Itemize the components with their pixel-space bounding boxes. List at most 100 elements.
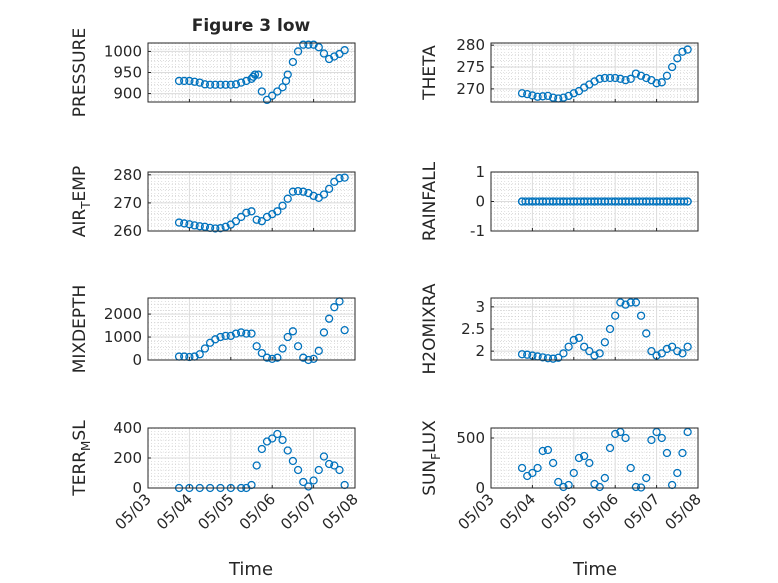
data-point	[319, 49, 329, 58]
data-point	[242, 329, 251, 338]
data-point	[226, 80, 235, 89]
data-point	[569, 335, 578, 345]
data-point	[528, 91, 537, 100]
data-point	[662, 448, 672, 458]
data-point	[180, 219, 189, 228]
data-point	[335, 174, 344, 183]
data-point	[304, 482, 313, 491]
data-point	[605, 73, 615, 83]
data-point	[574, 333, 584, 343]
data-point	[231, 80, 241, 89]
data-point	[221, 80, 230, 89]
data-point	[548, 93, 558, 102]
data-point	[678, 47, 687, 56]
data-point	[680, 197, 689, 206]
data-point	[216, 332, 225, 342]
data-point	[600, 73, 609, 83]
data-point	[304, 40, 313, 49]
data-point	[190, 221, 199, 230]
y-tick-label: 270	[456, 80, 485, 98]
data-point	[185, 220, 194, 229]
x-tick-label: 05/08	[319, 490, 362, 533]
data-point	[683, 197, 692, 206]
data-point	[205, 80, 215, 89]
data-point	[195, 222, 204, 231]
data-point	[538, 92, 547, 101]
data-points	[517, 45, 692, 103]
data-point	[626, 463, 635, 473]
y-tick-label: 200	[113, 449, 142, 467]
data-point	[268, 354, 277, 364]
data-point	[580, 451, 589, 461]
data-point	[673, 468, 682, 478]
data-point	[538, 353, 547, 362]
data-point	[200, 344, 210, 353]
y-tick-label: 270	[113, 194, 142, 212]
data-point	[611, 73, 620, 83]
axes-box	[147, 297, 356, 361]
data-point	[324, 184, 334, 194]
data-point	[299, 353, 308, 362]
data-point	[559, 93, 568, 102]
y-tick-label: -1	[470, 222, 485, 240]
y-axis-label: AIRTEMP	[70, 166, 93, 237]
data-point	[330, 461, 339, 470]
data-point	[657, 433, 666, 443]
x-tick-label: 05/08	[662, 490, 705, 533]
data-point	[254, 70, 263, 79]
data-point	[621, 75, 630, 85]
data-point	[631, 298, 641, 307]
data-point	[236, 328, 246, 337]
data-point	[200, 80, 210, 89]
plot-area	[148, 172, 355, 231]
y-tick-label: 280	[456, 36, 485, 54]
axes-box	[490, 427, 699, 489]
y-tick-label: 950	[113, 64, 142, 82]
figure-title: Figure 3 low	[192, 16, 311, 36]
y-tick-label: 260	[113, 222, 142, 240]
data-point	[268, 434, 277, 443]
data-point	[647, 435, 656, 445]
data-point	[585, 458, 594, 468]
data-point	[257, 217, 267, 226]
grid-lines	[490, 427, 699, 489]
data-point	[221, 222, 230, 231]
data-point	[523, 89, 532, 99]
data-point	[278, 344, 287, 353]
data-point	[273, 429, 282, 439]
data-point	[554, 353, 563, 362]
data-point	[652, 79, 661, 88]
data-point	[309, 476, 318, 485]
data-point	[293, 186, 303, 196]
data-point	[299, 40, 308, 49]
data-point	[278, 435, 287, 445]
data-point	[211, 335, 220, 344]
data-point	[559, 349, 568, 358]
data-points	[174, 173, 349, 233]
y-tick-label: 400	[113, 419, 142, 437]
data-point	[673, 346, 682, 356]
data-point	[626, 74, 635, 83]
data-point	[636, 311, 646, 320]
data-point	[257, 348, 267, 358]
data-point	[533, 463, 542, 473]
data-point	[195, 78, 204, 87]
data-point	[299, 477, 308, 487]
data-points	[517, 197, 692, 206]
data-point	[605, 324, 615, 334]
data-point	[324, 459, 334, 469]
x-tick-label: 05/06	[579, 490, 622, 533]
data-point	[200, 222, 210, 231]
data-point	[257, 444, 267, 454]
data-point	[257, 87, 267, 96]
subplot-air-t-emp: 280 270 260 AIRTEMP	[70, 166, 356, 240]
data-point	[185, 76, 194, 86]
data-point	[236, 78, 246, 87]
y-axis-label: THETA	[420, 45, 440, 101]
data-point	[683, 342, 692, 351]
y-tick-label: 280	[113, 166, 142, 184]
data-point	[673, 54, 682, 63]
data-point	[195, 350, 204, 359]
data-point	[548, 354, 558, 363]
data-point	[657, 349, 666, 358]
